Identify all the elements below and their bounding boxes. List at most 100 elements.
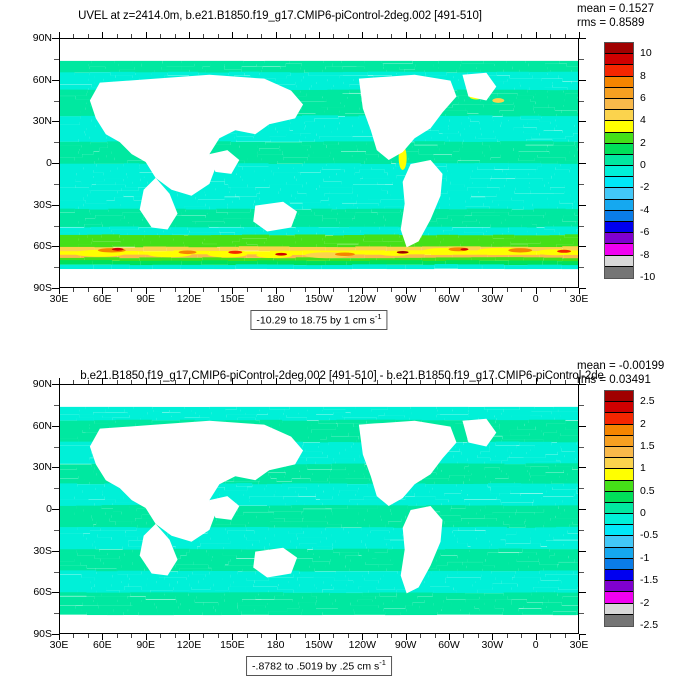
y-tick-label: 60S <box>33 586 52 599</box>
panel-top-range-text: -10.29 to 18.75 by 1 cm s <box>256 314 375 327</box>
x-tick-label: 30E <box>49 293 69 305</box>
x-tick-label: 90E <box>136 293 155 305</box>
x-tick-label: 90W <box>394 293 417 305</box>
colorbar-tick-label: -2 <box>640 596 650 609</box>
x-tick-label: 0 <box>532 293 539 305</box>
y-tick-label: 0 <box>46 157 52 169</box>
x-tick-label: 60E <box>92 293 112 305</box>
colorbar-tick-label: 0.5 <box>640 484 655 497</box>
colorbar-band <box>605 154 633 167</box>
panel-top-title: UVEL at z=2414.0m, b.e21.B1850.f19_g17.C… <box>78 10 482 22</box>
panel-bottom-range-exponent: -1 <box>379 658 386 667</box>
x-tick-label: 60W <box>438 293 460 305</box>
colorbar-band <box>605 614 633 626</box>
colorbar-band <box>605 166 633 178</box>
x-tick-label: 30W <box>481 293 504 305</box>
x-tick-label: 150E <box>220 293 245 305</box>
colorbar-tick-label: -4 <box>640 203 650 216</box>
panel-top-rms: rms = 0.8589 <box>577 16 645 29</box>
x-tick-label: 90E <box>136 639 155 651</box>
colorbar-band <box>605 525 633 537</box>
colorbar-band <box>605 446 633 459</box>
colorbar-tick-label: 6 <box>640 91 646 104</box>
colorbar-band <box>605 76 633 88</box>
panel-bottom-range-text: -.8782 to .5019 by .25 cm s <box>252 660 380 673</box>
x-tick-label: 120E <box>176 639 202 651</box>
panel-bottom-range-caption: -.8782 to .5019 by .25 cm s-1 <box>246 656 392 676</box>
y-tick-label: 90S <box>33 282 52 294</box>
colorbar-tick-label: 2.5 <box>640 395 655 408</box>
panel-bottom-stats: mean = -0.00199 rms = 0.03491 <box>577 360 664 387</box>
colorbar-band <box>605 402 633 414</box>
y-tick-label: 0 <box>46 503 52 515</box>
colorbar-band <box>605 570 633 582</box>
y-tick-label: 30N <box>32 115 52 128</box>
colorbar-band <box>605 266 633 278</box>
colorbar-band <box>605 435 633 447</box>
colorbar-tick-label: 8 <box>640 69 646 82</box>
colorbar-band <box>605 98 633 111</box>
x-tick-label: 120E <box>176 293 202 305</box>
colorbar-tick-label: 4 <box>640 114 646 127</box>
colorbar-band <box>605 188 633 200</box>
colorbar-band <box>605 536 633 548</box>
colorbar-band <box>605 581 633 593</box>
colorbar-band <box>605 514 633 526</box>
colorbar-band <box>605 43 633 55</box>
panel-top-mean: mean = 0.1527 <box>577 3 655 15</box>
x-tick-label: 180 <box>266 293 285 305</box>
x-tick-label: 60W <box>438 639 460 651</box>
colorbar-band <box>605 458 633 470</box>
colorbar-tick-label: -8 <box>640 248 650 261</box>
y-tick-label: 90S <box>33 628 52 640</box>
y-tick-label: 30N <box>32 461 52 474</box>
colorbar-tick-label: 2 <box>640 417 646 430</box>
colorbar-tick-label: 10 <box>640 47 652 60</box>
y-tick-label: 30S <box>33 544 52 557</box>
colorbar-tick-label: -6 <box>640 226 650 239</box>
colorbar-band <box>605 469 633 481</box>
colorbar-band <box>605 110 633 122</box>
x-tick-label: 0 <box>532 639 539 651</box>
x-tick-label: 60E <box>92 639 112 651</box>
colorbar-band <box>605 143 633 155</box>
colorbar-band <box>605 391 633 403</box>
colorbar-band <box>605 413 633 425</box>
colorbar-band <box>605 558 633 570</box>
panel-top-range-caption: -10.29 to 18.75 by 1 cm s-1 <box>250 310 388 330</box>
panel-bottom-title: b.e21.B1850.f19_g17.CMIP6-piControl-2deg… <box>80 370 604 382</box>
colorbar-tick-label: 0 <box>640 159 646 172</box>
x-tick-label: 30E <box>49 639 69 651</box>
colorbar-band <box>605 87 633 99</box>
colorbar-band <box>605 491 633 503</box>
x-tick-label: 30E <box>569 639 589 651</box>
colorbar-band <box>605 244 633 256</box>
colorbar-band <box>605 121 633 133</box>
y-tick-label: 60N <box>32 419 52 432</box>
y-tick-label: 90N <box>32 32 52 44</box>
colorbar-band <box>605 199 633 211</box>
colorbar-tick-label: -1.5 <box>640 574 659 587</box>
colorbar-band <box>605 547 633 559</box>
x-tick-label: 150E <box>220 639 245 651</box>
colorbar-tick-label: 1 <box>640 462 646 475</box>
panel-bottom-rms: rms = 0.03491 <box>577 373 651 386</box>
colorbar-band <box>605 233 633 245</box>
panel-top: UVEL at z=2414.0m, b.e21.B1850.f19_g17.C… <box>32 3 655 330</box>
x-tick-label: 150W <box>305 293 333 305</box>
panel-bottom-map-canvas <box>60 385 578 633</box>
colorbar-tick-label: -2.5 <box>640 619 659 631</box>
panel-top-range-exponent: -1 <box>374 312 382 321</box>
panel-top-colorbar <box>604 42 634 279</box>
y-tick-label: 60N <box>32 73 52 86</box>
colorbar-band <box>605 54 633 66</box>
colorbar-band <box>605 65 633 77</box>
colorbar-band <box>605 603 633 615</box>
colorbar-tick-label: 1.5 <box>640 439 655 452</box>
colorbar-band <box>605 210 633 222</box>
panel-bottom-mean: mean = -0.00199 <box>577 360 665 372</box>
x-tick-label: 30E <box>569 293 589 305</box>
colorbar-band <box>605 502 633 515</box>
y-tick-label: 60S <box>33 240 52 253</box>
panel-top-map <box>59 38 579 288</box>
